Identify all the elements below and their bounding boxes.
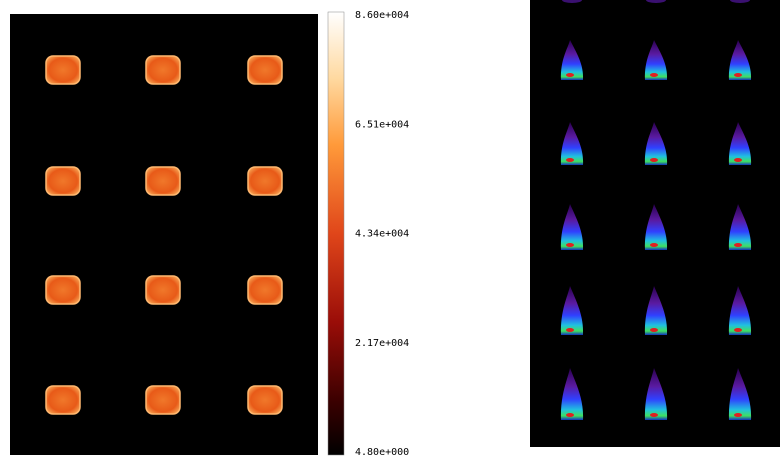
hot-spot bbox=[650, 243, 658, 247]
phantom-slice bbox=[46, 167, 80, 195]
phantom-slice bbox=[46, 386, 80, 414]
hot-spot bbox=[650, 413, 658, 417]
colorbar-label: 4.80e+000 bbox=[355, 447, 409, 458]
colorbar-label: 8.60e+004 bbox=[355, 10, 409, 21]
phantom-slice bbox=[146, 276, 180, 304]
hot-spot bbox=[566, 158, 574, 162]
phantom-slice bbox=[248, 276, 282, 304]
phantom-slice bbox=[146, 167, 180, 195]
hot-spot bbox=[566, 243, 574, 247]
phantom-slice bbox=[46, 56, 80, 84]
hot-spot bbox=[734, 413, 742, 417]
phantom-slice bbox=[248, 167, 282, 195]
hot-spot bbox=[566, 328, 574, 332]
phantom-slice bbox=[248, 56, 282, 84]
colorbar-label: 2.17e+004 bbox=[355, 338, 409, 349]
phantom-slice bbox=[146, 386, 180, 414]
hot-spot bbox=[566, 73, 574, 77]
hot-spot bbox=[734, 328, 742, 332]
colorbar-label: 4.34e+004 bbox=[355, 229, 409, 240]
hot-spot bbox=[650, 328, 658, 332]
hot-spot bbox=[650, 158, 658, 162]
hot-spot bbox=[734, 158, 742, 162]
figure: 8.60e+004 6.51e+004 4.34e+004 2.17e+004 4.80… bbox=[0, 0, 780, 459]
hot-spot bbox=[734, 73, 742, 77]
phantom-slice bbox=[146, 56, 180, 84]
hot-spot bbox=[566, 413, 574, 417]
phantom-slice bbox=[46, 276, 80, 304]
phantom-slice bbox=[248, 386, 282, 414]
colorbar bbox=[328, 12, 344, 455]
hot-spot bbox=[650, 73, 658, 77]
hot-spot bbox=[734, 243, 742, 247]
colorbar-label: 6.51e+004 bbox=[355, 119, 409, 130]
